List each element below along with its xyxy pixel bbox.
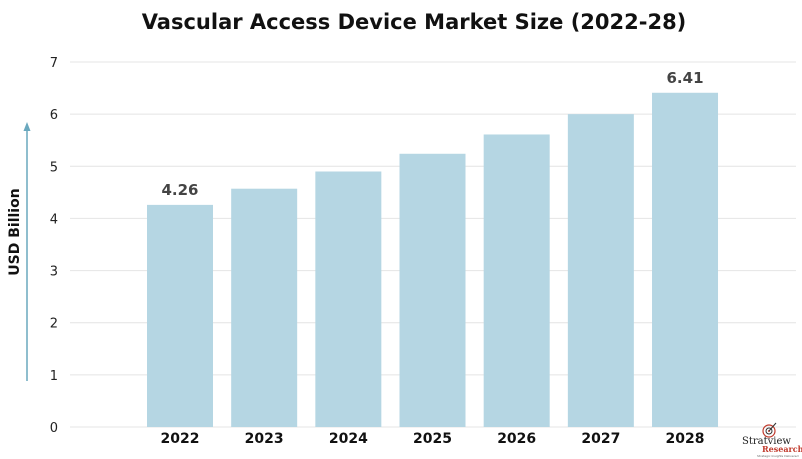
x-tick-label: 2025 (413, 431, 452, 447)
logo-brand: Stratview (742, 436, 791, 447)
y-tick-label: 1 (50, 369, 58, 384)
x-tick-label: 2028 (666, 431, 705, 447)
bar-2026 (483, 134, 550, 427)
bar-2022 (147, 204, 213, 427)
bar-2028 (652, 92, 719, 427)
data-labels: 4.26 6.41 (161, 69, 703, 199)
y-axis-ticks: 0 1 2 3 4 5 6 7 (50, 56, 58, 436)
y-axis-label: USD Billion (7, 188, 23, 275)
data-label-2022: 4.26 (161, 181, 198, 199)
x-tick-label: 2022 (161, 431, 200, 447)
x-axis-ticks: 2022 2023 2024 2025 2026 2027 2028 (161, 431, 705, 447)
logo-sub: Research (762, 444, 802, 454)
bar-2025 (399, 153, 466, 427)
target-icon (762, 422, 777, 438)
y-tick-label: 0 (50, 421, 58, 436)
y-tick-label: 2 (50, 317, 58, 332)
bar-2023 (231, 188, 298, 427)
y-tick-label: 4 (50, 212, 58, 227)
x-tick-label: 2023 (245, 431, 284, 447)
logo-tagline: Strategic Insights Delivered (757, 454, 799, 458)
x-tick-label: 2024 (329, 431, 368, 447)
data-label-2028: 6.41 (667, 69, 704, 87)
bar-2024 (315, 171, 382, 427)
chart-title: Vascular Access Device Market Size (2022… (142, 10, 687, 34)
bars (147, 92, 719, 428)
x-tick-label: 2026 (497, 431, 536, 447)
y-axis-arrow-icon (23, 122, 31, 381)
bar-2027 (567, 114, 634, 428)
y-tick-label: 7 (50, 56, 58, 71)
y-tick-label: 5 (50, 160, 58, 175)
stratview-logo: Stratview Research Strategic Insights De… (742, 422, 802, 458)
y-tick-label: 6 (50, 108, 58, 123)
x-tick-label: 2027 (581, 431, 620, 447)
y-tick-label: 3 (50, 265, 58, 280)
